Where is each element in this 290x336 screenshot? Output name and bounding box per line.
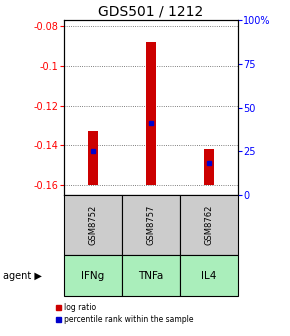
Legend: log ratio, percentile rank within the sample: log ratio, percentile rank within the sa…: [56, 303, 194, 324]
Text: GSM8752: GSM8752: [88, 205, 97, 245]
Bar: [122, 255, 180, 296]
Bar: [180, 195, 238, 255]
Title: GDS501 / 1212: GDS501 / 1212: [98, 5, 203, 19]
Text: agent ▶: agent ▶: [3, 270, 42, 281]
Bar: [64, 255, 122, 296]
Bar: [146, 42, 156, 185]
Text: IFNg: IFNg: [81, 270, 104, 281]
Text: TNFa: TNFa: [138, 270, 164, 281]
Bar: [180, 255, 238, 296]
Bar: [88, 131, 98, 185]
Text: GSM8757: GSM8757: [146, 205, 155, 245]
Bar: [64, 195, 122, 255]
Bar: [122, 195, 180, 255]
Bar: [204, 149, 214, 185]
Text: GSM8762: GSM8762: [204, 205, 213, 245]
Text: IL4: IL4: [201, 270, 217, 281]
